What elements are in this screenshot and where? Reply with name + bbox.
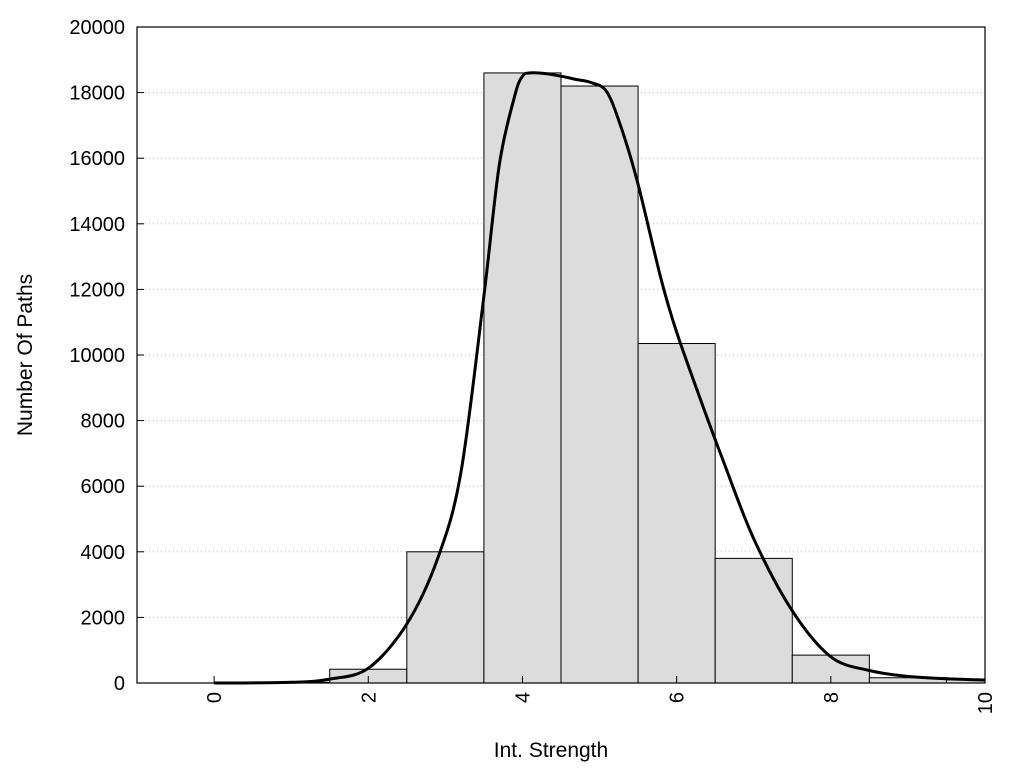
y-tick-label: 10000 <box>69 345 125 367</box>
x-tick-label: 10 <box>975 692 997 714</box>
x-tick-label: 0 <box>204 692 226 703</box>
y-tick-label: 20000 <box>69 17 125 39</box>
y-tick-label: 6000 <box>81 476 126 498</box>
histogram-bar <box>560 85 639 684</box>
y-tick-label: 8000 <box>81 411 126 433</box>
x-tick-label: 2 <box>358 692 380 703</box>
y-tick-label: 4000 <box>81 542 126 564</box>
y-tick-label: 0 <box>114 673 125 695</box>
histogram-bar <box>637 343 716 684</box>
y-axis-ticks: 0 2000 4000 6000 8000 10000 12000 14000 16000 180… <box>69 17 144 695</box>
x-tick-label: 8 <box>821 692 843 703</box>
x-axis-label: Int. Strength <box>494 739 608 762</box>
y-tick-label: 14000 <box>69 214 125 236</box>
x-tick-label: 4 <box>512 692 534 703</box>
y-tick-label: 12000 <box>69 279 125 301</box>
y-axis-label: Number Of Paths <box>14 274 37 436</box>
density-curve-layer <box>214 71 986 685</box>
y-tick-label: 16000 <box>69 148 125 170</box>
histogram-bar <box>483 72 562 684</box>
y-tick-label: 18000 <box>69 83 125 105</box>
histogram-bar <box>406 551 485 684</box>
histogram-bars <box>252 72 986 684</box>
x-tick-label: 6 <box>667 692 689 703</box>
y-tick-label: 2000 <box>81 607 126 629</box>
histogram-bar <box>714 557 793 684</box>
x-axis-ticks: 0 2 4 6 8 10 <box>204 676 997 714</box>
density-curve <box>214 71 986 685</box>
